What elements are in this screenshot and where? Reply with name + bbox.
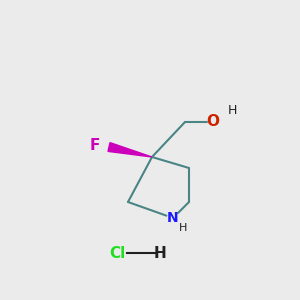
- Text: O: O: [206, 115, 220, 130]
- Text: Cl: Cl: [109, 245, 125, 260]
- Text: F: F: [90, 139, 100, 154]
- Polygon shape: [108, 142, 152, 157]
- Text: H: H: [154, 245, 166, 260]
- Text: N: N: [167, 211, 179, 225]
- Text: H: H: [227, 104, 237, 118]
- Text: H: H: [179, 223, 187, 233]
